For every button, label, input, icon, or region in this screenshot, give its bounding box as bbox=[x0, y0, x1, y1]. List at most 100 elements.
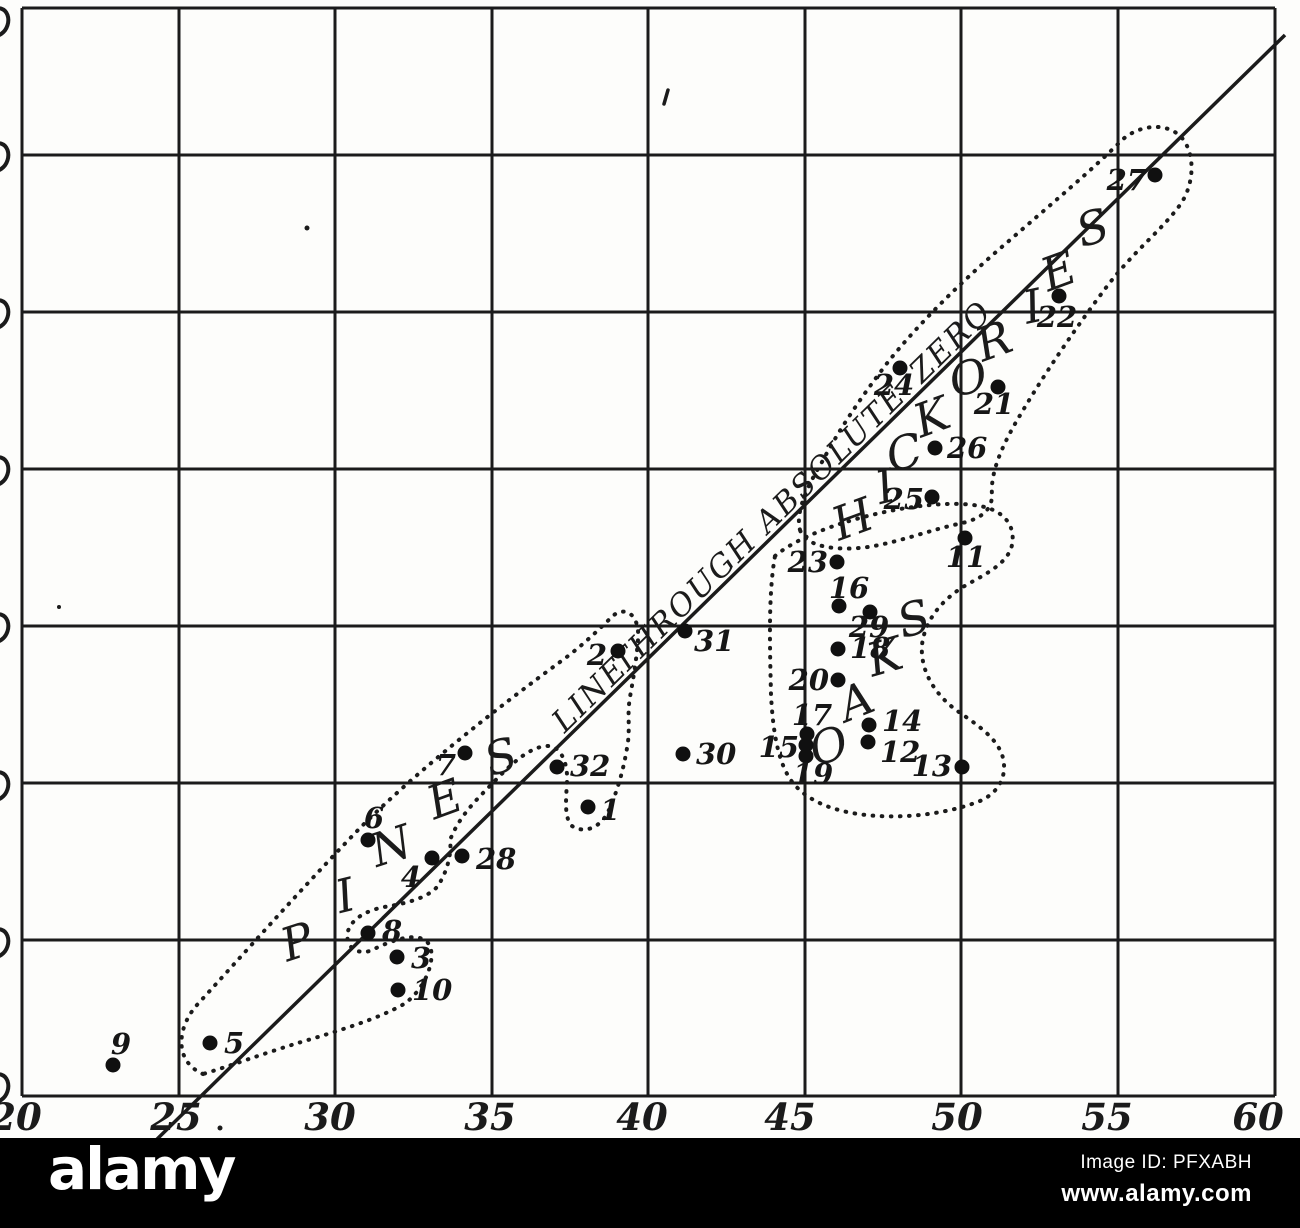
cropped-zero-glyph bbox=[0, 770, 11, 802]
data-points: 1234567891011121314151617181920212223242… bbox=[105, 163, 1163, 1073]
species-letter: S bbox=[891, 588, 936, 649]
data-point-label: 32 bbox=[570, 749, 610, 783]
alamy-logo: alamy bbox=[48, 1135, 236, 1203]
x-axis-tick-labels: 202530354045505560 bbox=[0, 1095, 1284, 1139]
x-tick-label: 55 bbox=[1081, 1095, 1133, 1139]
data-point-label: 3 bbox=[411, 941, 431, 975]
data-point bbox=[424, 850, 440, 866]
data-point-label: 31 bbox=[694, 624, 734, 658]
watermark-bar: alamy Image ID: PFXABH www.alamy.com bbox=[0, 1138, 1300, 1228]
data-point bbox=[831, 598, 847, 614]
cropped-zero-glyph bbox=[0, 455, 11, 487]
cropped-zero-glyph bbox=[0, 6, 11, 38]
data-point-label: 29 bbox=[848, 610, 889, 644]
data-point-label: 30 bbox=[696, 737, 736, 771]
data-point-label: 13 bbox=[912, 749, 952, 783]
pines-outline bbox=[179, 609, 641, 1077]
x-tick-label: 50 bbox=[931, 1095, 983, 1139]
ink-speck bbox=[304, 225, 310, 231]
data-point bbox=[927, 440, 943, 456]
data-point bbox=[454, 848, 470, 864]
data-point-label: 11 bbox=[946, 540, 986, 574]
cropped-zero-glyph bbox=[0, 298, 11, 330]
cropped-zero-glyph bbox=[0, 141, 11, 173]
data-point bbox=[957, 530, 973, 546]
cropped-y-axis-labels bbox=[0, 6, 11, 1104]
data-point bbox=[675, 746, 691, 762]
data-point-label: 4 bbox=[401, 860, 421, 894]
data-point bbox=[105, 1057, 121, 1073]
absolute-zero-trend-line bbox=[148, 33, 1287, 1148]
data-point-label: 2 bbox=[586, 638, 607, 672]
data-point bbox=[830, 672, 846, 688]
data-point bbox=[1051, 288, 1067, 304]
data-point bbox=[677, 623, 693, 639]
data-point-label: 9 bbox=[111, 1027, 131, 1061]
data-point-label: 26 bbox=[946, 431, 987, 465]
data-point-label: 7 bbox=[436, 748, 456, 782]
species-group-outlines bbox=[179, 124, 1194, 1077]
data-point-label: 21 bbox=[973, 387, 1014, 421]
data-point-label: 20 bbox=[788, 663, 829, 697]
data-point bbox=[798, 748, 814, 764]
x-tick-label: 20 bbox=[0, 1095, 42, 1139]
data-point-label: 22 bbox=[1036, 300, 1077, 334]
data-point-label: 18 bbox=[850, 631, 890, 665]
data-point-label: 15 bbox=[759, 730, 799, 764]
scan-noise-marks bbox=[57, 88, 670, 1131]
data-point-label: 6 bbox=[364, 801, 384, 835]
data-point-label: 25 bbox=[883, 482, 924, 516]
data-point bbox=[549, 759, 565, 775]
data-point bbox=[798, 737, 814, 753]
cropped-zero-glyph bbox=[0, 612, 11, 644]
line-word: THROUGH bbox=[605, 523, 765, 681]
grid-lines bbox=[20, 6, 1277, 1098]
data-point bbox=[1147, 167, 1163, 183]
species-letter: S bbox=[478, 726, 523, 787]
data-point bbox=[360, 925, 376, 941]
data-point bbox=[892, 360, 908, 376]
species-letter: P bbox=[273, 911, 321, 973]
ink-speck bbox=[57, 605, 61, 609]
data-point bbox=[610, 643, 626, 659]
stray-tick-mark bbox=[662, 88, 670, 106]
oaks-outline bbox=[767, 501, 1015, 819]
alamy-url-text: www.alamy.com bbox=[1061, 1180, 1252, 1207]
data-point-label: 17 bbox=[792, 698, 832, 732]
data-point bbox=[360, 832, 376, 848]
cropped-zero-glyph bbox=[0, 1072, 11, 1104]
cropped-zero-glyph bbox=[0, 927, 11, 959]
data-point-label: 8 bbox=[381, 914, 402, 948]
data-point bbox=[829, 554, 845, 570]
data-point bbox=[202, 1035, 218, 1051]
image-id-text: Image ID: PFXABH bbox=[1080, 1152, 1252, 1173]
data-point-label: 27 bbox=[1106, 163, 1147, 197]
data-point bbox=[860, 734, 876, 750]
data-point bbox=[954, 759, 970, 775]
x-tick-label: 35 bbox=[464, 1095, 516, 1139]
ink-speck bbox=[217, 1125, 223, 1131]
data-point bbox=[389, 949, 405, 965]
data-point-label: 10 bbox=[412, 973, 452, 1007]
data-point bbox=[457, 745, 473, 761]
data-point-label: 14 bbox=[882, 704, 922, 738]
data-point-label: 23 bbox=[787, 545, 828, 579]
data-point bbox=[924, 489, 940, 505]
x-tick-label: 30 bbox=[304, 1095, 356, 1139]
data-point bbox=[861, 717, 877, 733]
data-point bbox=[580, 799, 596, 815]
data-point-label: 19 bbox=[793, 757, 833, 791]
data-point bbox=[862, 604, 878, 620]
data-point-label: 28 bbox=[475, 842, 516, 876]
watermark-info: Image ID: PFXABH www.alamy.com bbox=[1061, 1152, 1252, 1208]
species-letter: H bbox=[824, 486, 882, 551]
data-point-label: 16 bbox=[829, 571, 869, 605]
x-tick-label: 45 bbox=[764, 1095, 816, 1139]
data-point-label: 12 bbox=[880, 735, 920, 769]
data-point-label: 5 bbox=[224, 1026, 244, 1060]
x-tick-label: 60 bbox=[1232, 1095, 1284, 1139]
data-point-label: 24 bbox=[873, 368, 914, 402]
